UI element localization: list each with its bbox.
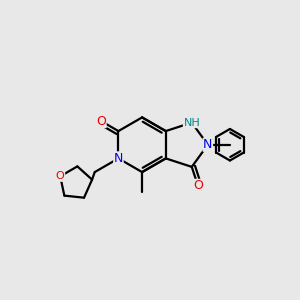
Text: N: N [203, 138, 212, 151]
Text: NH: NH [183, 118, 200, 128]
Text: O: O [96, 115, 106, 128]
Text: O: O [56, 171, 64, 181]
Text: O: O [193, 179, 203, 192]
Text: N: N [114, 152, 123, 165]
